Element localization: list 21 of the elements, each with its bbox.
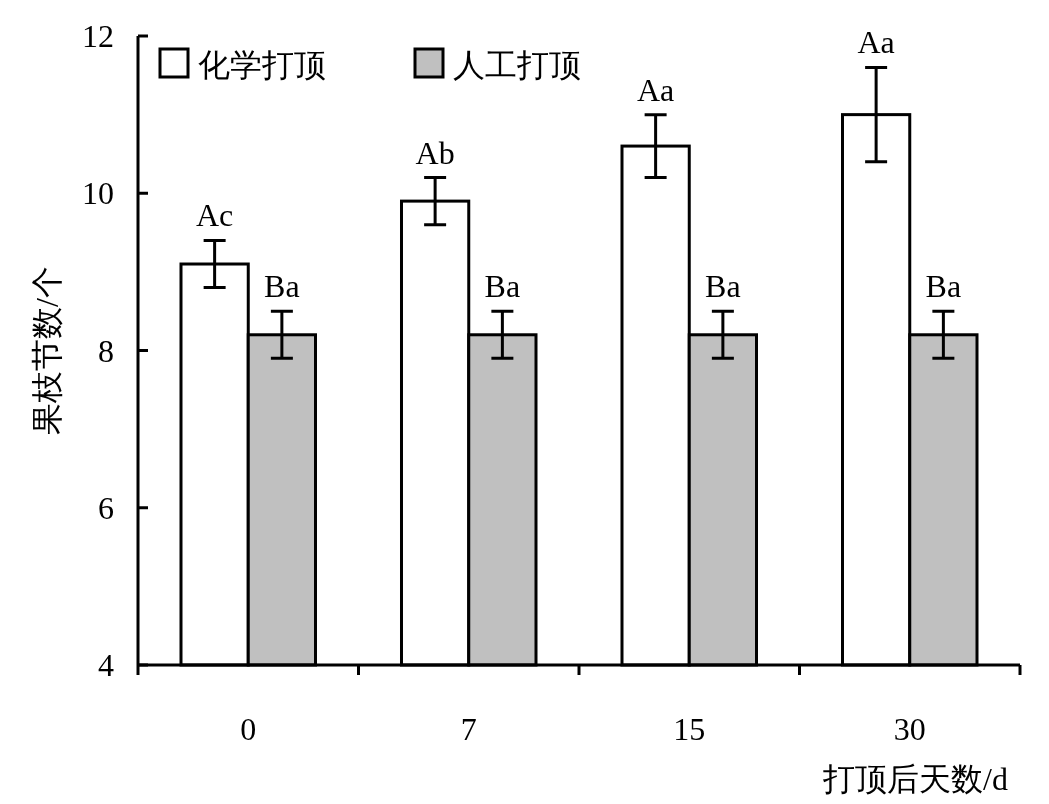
legend-label: 人工打顶 (453, 47, 581, 83)
x-tick-label: 15 (673, 711, 706, 747)
data-label: Ac (195, 197, 234, 234)
data-label: Ba (705, 268, 741, 305)
y-tick-label: 6 (98, 489, 114, 526)
data-label: Ba (264, 268, 300, 305)
y-axis-title: 果枝节数/个 (29, 266, 65, 435)
data-label: Ba (925, 268, 962, 305)
data-label: Ab (415, 134, 455, 171)
x-tick-label: 30 (893, 711, 926, 747)
y-tick-label: 8 (98, 332, 114, 369)
y-tick-label: 12 (82, 18, 114, 54)
data-label: Ba (484, 268, 521, 305)
x-axis-title: 打顶后天数/d (822, 761, 1008, 797)
data-label: Aa (636, 71, 675, 108)
data-label: Aa (857, 24, 895, 61)
y-tick-label: 10 (82, 175, 114, 212)
legend-label: 化学打顶 (198, 47, 326, 83)
x-tick-label: 7 (460, 711, 477, 747)
y-tick-label: 4 (98, 647, 114, 683)
x-tick-label: 0 (240, 711, 257, 747)
